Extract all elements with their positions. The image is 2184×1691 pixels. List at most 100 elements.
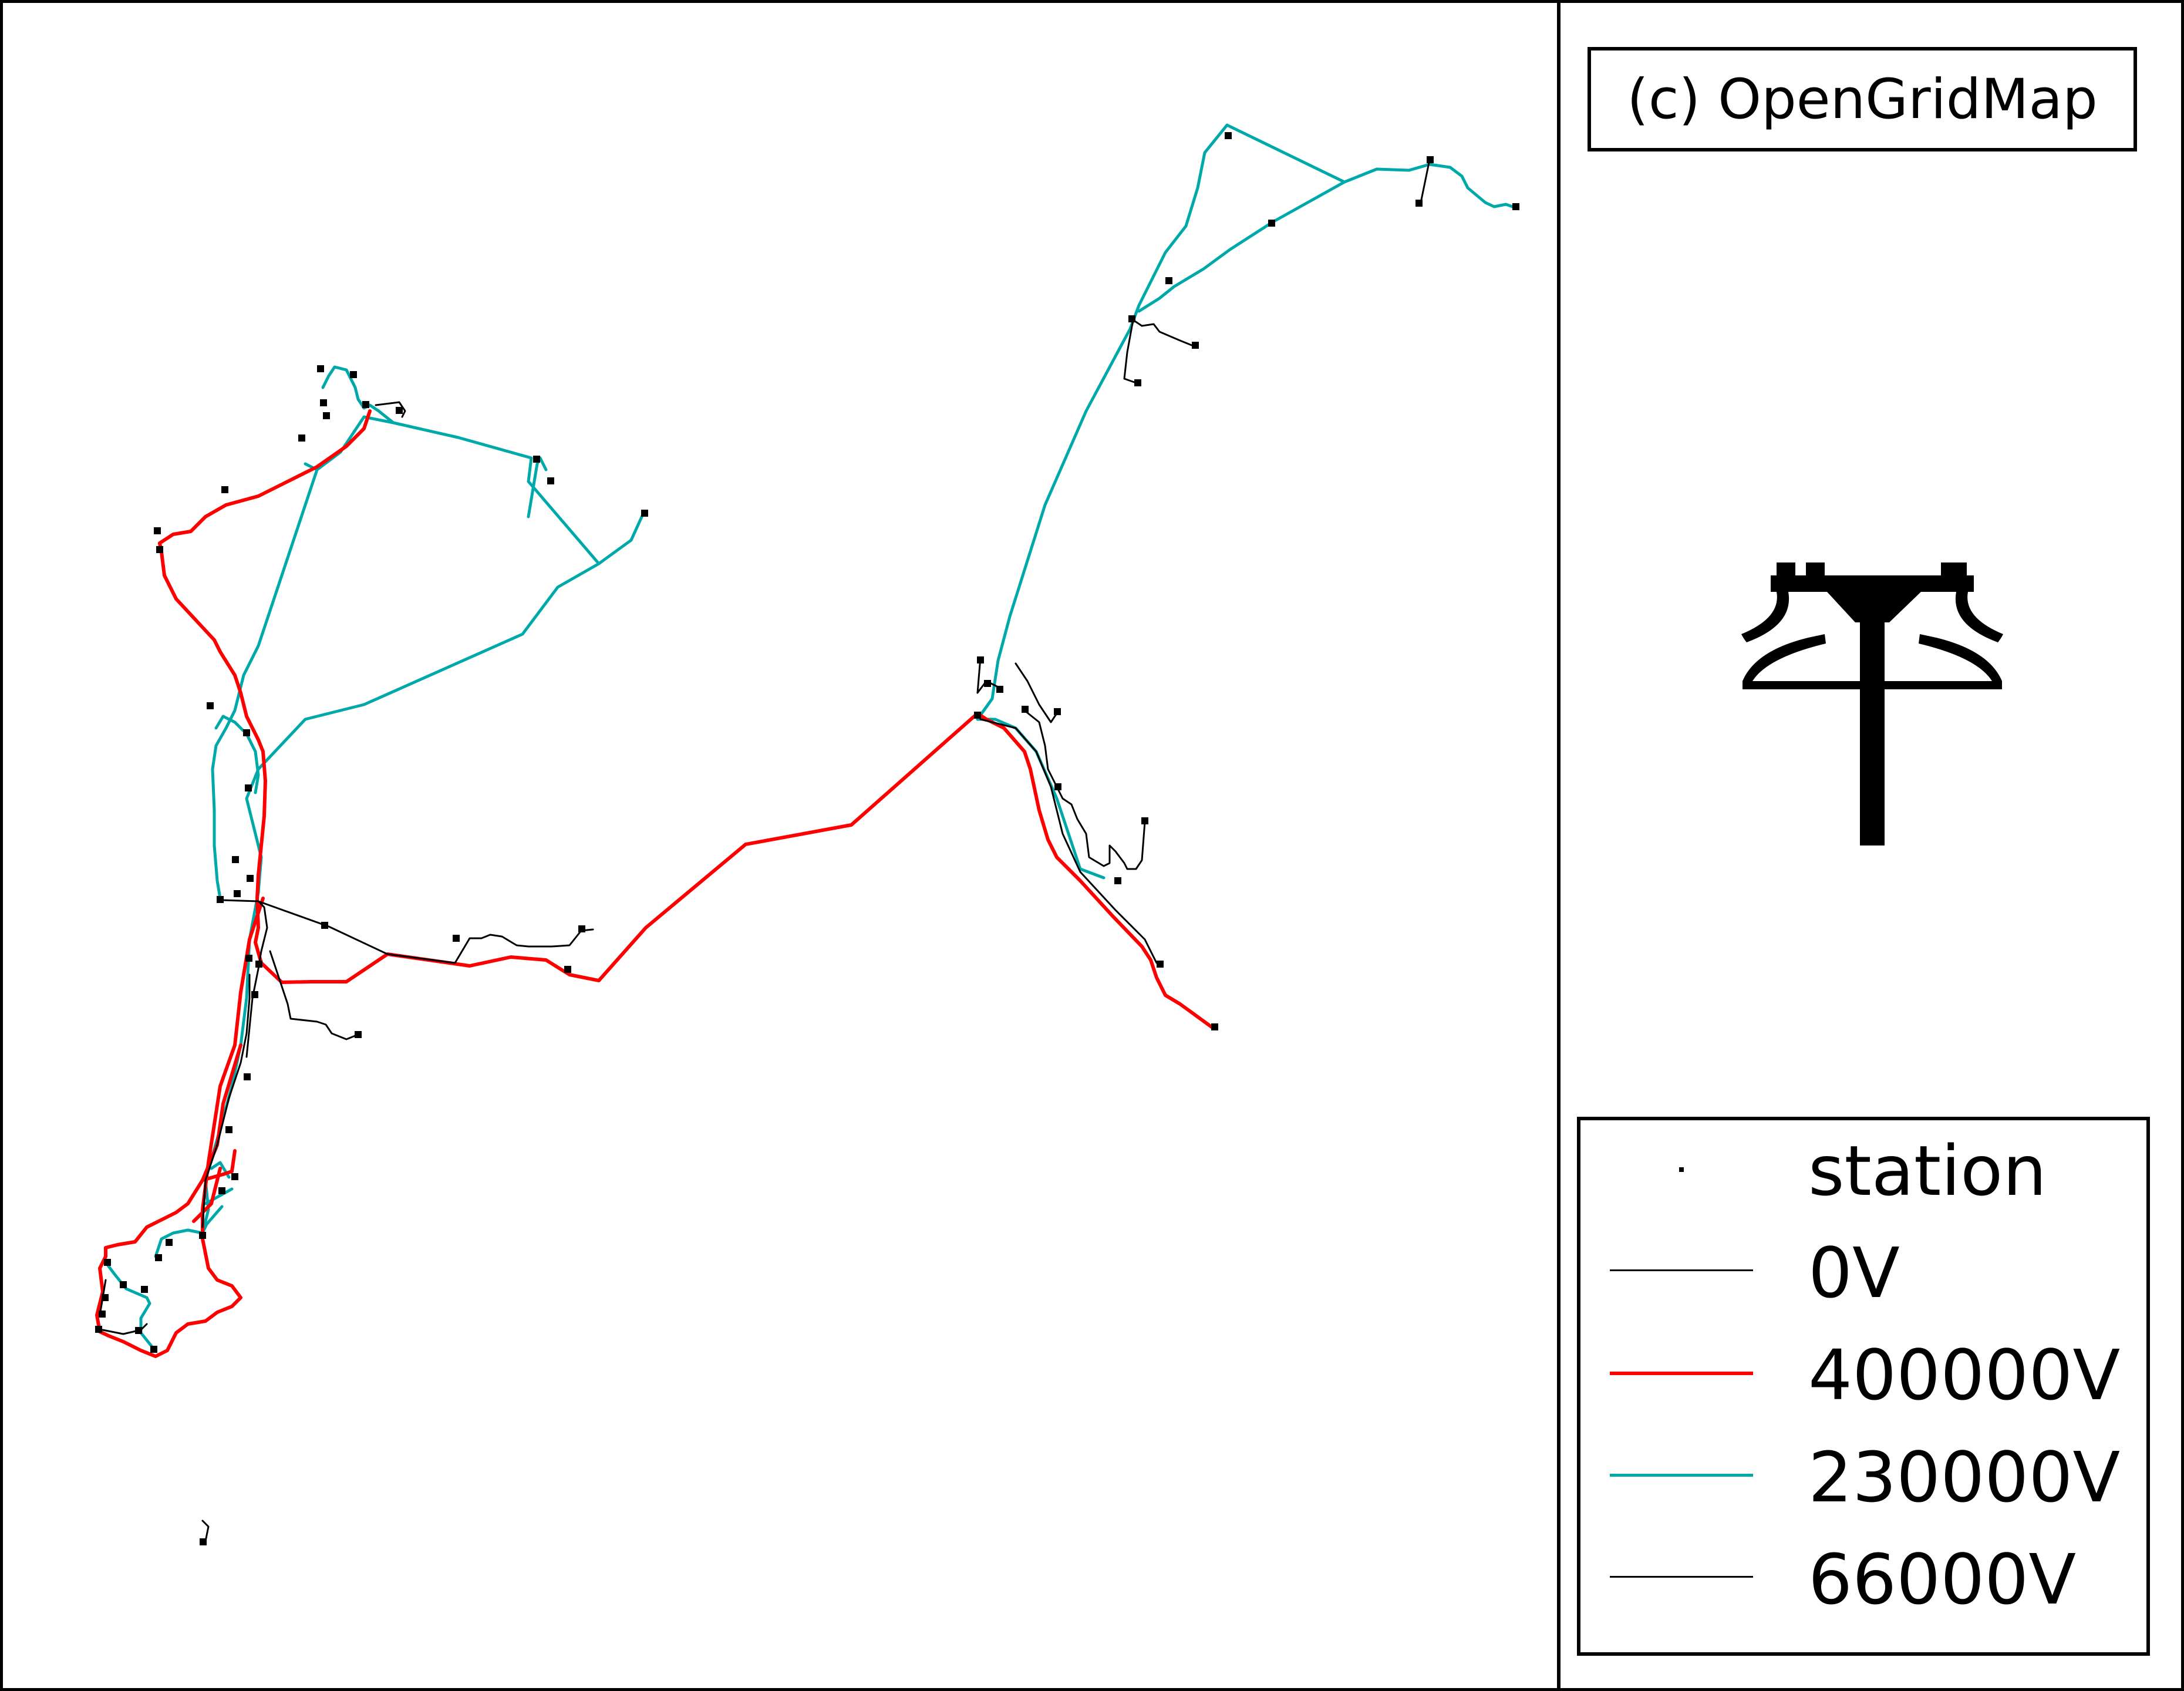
line-66kv — [219, 899, 594, 964]
station-marker — [234, 890, 241, 897]
line-230kv — [976, 123, 1229, 721]
station-marker — [245, 784, 252, 791]
station-marker — [453, 935, 460, 942]
station-marker — [1054, 708, 1061, 715]
legend-label: 66000V — [1808, 1539, 2077, 1620]
station-marker — [207, 702, 214, 709]
legend-item-station: station — [1580, 1126, 2146, 1214]
line-66kv — [201, 973, 251, 1228]
line-66kv — [1023, 709, 1146, 870]
line-66kv — [1015, 662, 1058, 723]
line-230kv — [527, 456, 548, 518]
station-marker — [200, 1538, 207, 1545]
station-marker — [1225, 132, 1232, 139]
station-marker — [1128, 315, 1135, 322]
station-marker — [155, 1254, 162, 1261]
line-230kv — [201, 513, 645, 1235]
station-marker — [150, 1346, 157, 1353]
station-marker — [243, 729, 250, 736]
station-marker — [102, 1294, 109, 1301]
line-66kv — [1420, 159, 1431, 204]
copyright-box: (c) OpenGridMap — [1588, 47, 2137, 151]
legend: station 0V 400000V 230000V 66000V — [1577, 1117, 2150, 1656]
legend-item-66kv: 66000V — [1580, 1535, 2146, 1623]
line-swatch-0v — [1610, 1269, 1753, 1271]
legend-item-230kv: 230000V — [1580, 1433, 2146, 1521]
station-marker — [221, 486, 228, 493]
legend-item-0v: 0V — [1580, 1228, 2146, 1316]
line-230kv — [976, 718, 1106, 880]
line-swatch-400kv — [1610, 1372, 1753, 1375]
station-marker — [156, 546, 163, 553]
line-swatch-230kv — [1610, 1474, 1753, 1477]
station-marker — [320, 399, 327, 406]
station-marker — [120, 1281, 127, 1288]
lines-66kv — [99, 159, 1431, 1542]
map-divider — [1557, 0, 1561, 1691]
station-marker — [166, 1239, 173, 1246]
station-marker — [321, 922, 328, 929]
station-marker — [323, 412, 330, 419]
station-marker — [104, 1259, 111, 1266]
legend-label: 230000V — [1808, 1437, 2121, 1518]
line-230kv — [211, 468, 319, 900]
legend-item-400kv: 400000V — [1580, 1330, 2146, 1419]
station-marker — [350, 371, 357, 378]
station-marker — [245, 955, 252, 962]
station-marker — [1165, 277, 1172, 284]
line-230kv — [321, 365, 601, 565]
legend-label: 400000V — [1808, 1335, 2121, 1416]
line-66kv — [102, 1323, 148, 1335]
line-66kv — [979, 718, 1081, 873]
station-marker — [355, 1031, 362, 1038]
station-marker — [218, 1187, 225, 1194]
line-66kv — [201, 1520, 210, 1542]
lines-230kv — [104, 123, 1519, 1349]
line-66kv — [1132, 319, 1196, 348]
copyright-text: (c) OpenGridMap — [1627, 67, 2098, 132]
station-marker — [1427, 156, 1434, 163]
station-marker — [1114, 877, 1121, 884]
station-marker — [1268, 220, 1275, 227]
station-marker — [974, 712, 981, 719]
line-230kv — [204, 1187, 234, 1205]
station-marker — [396, 407, 403, 414]
station-marker — [996, 686, 1003, 693]
line-230kv — [104, 1261, 154, 1349]
station-marker — [1022, 706, 1029, 713]
station-marker — [1192, 342, 1199, 349]
station-marker — [1512, 203, 1519, 210]
line-400kv — [158, 541, 216, 642]
station-marker — [547, 477, 554, 484]
station-marker — [199, 1232, 206, 1239]
station-marker — [217, 896, 224, 903]
station-marker — [1157, 961, 1164, 968]
station-marker — [95, 1326, 102, 1333]
line-66kv — [1079, 871, 1158, 964]
lines-400kv — [95, 409, 1214, 1358]
station-marker — [99, 1311, 106, 1318]
line-400kv — [192, 1167, 222, 1223]
station-marker — [984, 680, 991, 687]
line-400kv — [213, 638, 979, 984]
legend-label: 0V — [1808, 1232, 1900, 1313]
line-66kv — [269, 950, 359, 1040]
station-marker — [1134, 379, 1141, 386]
line-66kv — [1123, 319, 1137, 384]
line-66kv — [375, 401, 406, 418]
station-marker — [141, 1286, 148, 1293]
station-marker — [298, 434, 305, 442]
station-marker — [564, 966, 571, 973]
station-marker — [362, 401, 369, 408]
station-marker — [232, 856, 239, 863]
line-230kv — [1225, 123, 1519, 210]
stations — [95, 132, 1519, 1545]
line-400kv — [976, 712, 1214, 1029]
line-66kv — [976, 656, 999, 694]
station-marker — [1054, 783, 1061, 790]
station-marker — [251, 991, 258, 998]
line-swatch-66kv — [1610, 1576, 1753, 1578]
station-marker — [255, 961, 262, 968]
